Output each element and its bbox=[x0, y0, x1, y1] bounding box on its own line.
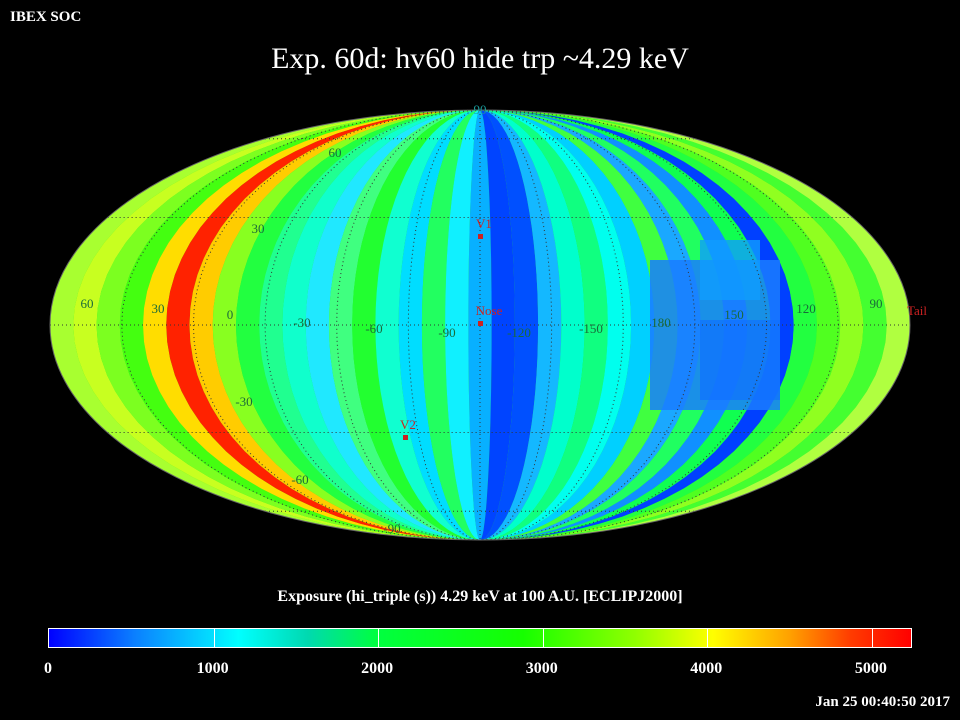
page-title: Exp. 60d: hv60 hide trp ~4.29 keV bbox=[271, 42, 689, 75]
lat-label: 90 bbox=[474, 102, 487, 117]
lon-label: 0 bbox=[227, 307, 234, 322]
lat-label: 60 bbox=[329, 145, 342, 160]
timestamp: Jan 25 00:40:50 2017 bbox=[815, 694, 950, 710]
exposure-band bbox=[375, 110, 480, 540]
lon-label: -60 bbox=[365, 321, 382, 336]
colorbar-label: Exposure (hi_triple (s)) 4.29 keV at 100… bbox=[277, 588, 683, 605]
meridian-line bbox=[192, 109, 481, 541]
lon-label: -120 bbox=[507, 325, 531, 340]
marker-label: Tail bbox=[907, 303, 927, 318]
lon-label: 60 bbox=[81, 296, 94, 311]
lat-label: -60 bbox=[291, 472, 308, 487]
exposure-band bbox=[305, 110, 480, 540]
lon-label: 150 bbox=[724, 307, 744, 322]
colorbar bbox=[48, 628, 912, 648]
lon-label: -90 bbox=[438, 325, 455, 340]
meridian-line bbox=[479, 109, 696, 541]
marker-label: V1 bbox=[476, 216, 492, 231]
lon-label: -150 bbox=[579, 321, 603, 336]
meridian-line bbox=[479, 109, 839, 541]
colorbar-tick-label: 0 bbox=[44, 660, 52, 677]
meridian-line bbox=[407, 109, 481, 541]
lat-label: 30 bbox=[252, 221, 265, 236]
meridian-line bbox=[479, 109, 553, 541]
colorbar-tick-label: 1000 bbox=[196, 660, 229, 677]
meridian-line bbox=[479, 109, 768, 541]
marker-label: V2 bbox=[400, 417, 416, 432]
lon-label: 30 bbox=[152, 301, 165, 316]
exposure-band bbox=[480, 110, 539, 540]
marker-label: Nose bbox=[476, 303, 503, 318]
exposure-band bbox=[480, 110, 585, 540]
colorbar-tick bbox=[707, 629, 709, 647]
lon-label: 90 bbox=[870, 296, 883, 311]
sky-map: 90 60 30 -30 -60 -90 60 30 0 -30 -60 -90… bbox=[49, 102, 927, 541]
exposure-band bbox=[398, 110, 480, 540]
colorbar-tick bbox=[542, 629, 544, 647]
map-border bbox=[49, 109, 911, 541]
colorbar-tick-label: 2000 bbox=[361, 660, 394, 677]
lon-label: -30 bbox=[293, 315, 310, 330]
org-label: IBEX SOC bbox=[10, 9, 82, 25]
marker-nose: Nose bbox=[476, 303, 503, 326]
meridian-line bbox=[121, 109, 481, 541]
meridian-line bbox=[264, 109, 481, 541]
colorbar-tick bbox=[213, 629, 215, 647]
colorbar-tick-label: 5000 bbox=[854, 660, 887, 677]
meridian-line bbox=[336, 109, 481, 541]
colorbar-tick-label: 3000 bbox=[525, 660, 558, 677]
exposure-band bbox=[328, 110, 480, 540]
exposure-band bbox=[480, 110, 515, 540]
marker-v1: V1 bbox=[476, 216, 492, 239]
lat-label: -30 bbox=[235, 394, 252, 409]
lon-label: 120 bbox=[796, 301, 816, 316]
lat-label: -90 bbox=[383, 521, 400, 536]
exposure-band bbox=[480, 110, 562, 540]
colorbar-tick bbox=[871, 629, 873, 647]
colorbar-tick bbox=[378, 629, 380, 647]
exposure-band bbox=[480, 110, 632, 540]
meridian-line bbox=[479, 109, 624, 541]
colorbar-tick-label: 4000 bbox=[690, 660, 723, 677]
exposure-band bbox=[480, 110, 655, 540]
graticule bbox=[50, 109, 910, 541]
marker-v2: V2 bbox=[400, 417, 416, 440]
marker-tail: Tail bbox=[907, 303, 927, 318]
lon-label: 180 bbox=[651, 315, 671, 330]
